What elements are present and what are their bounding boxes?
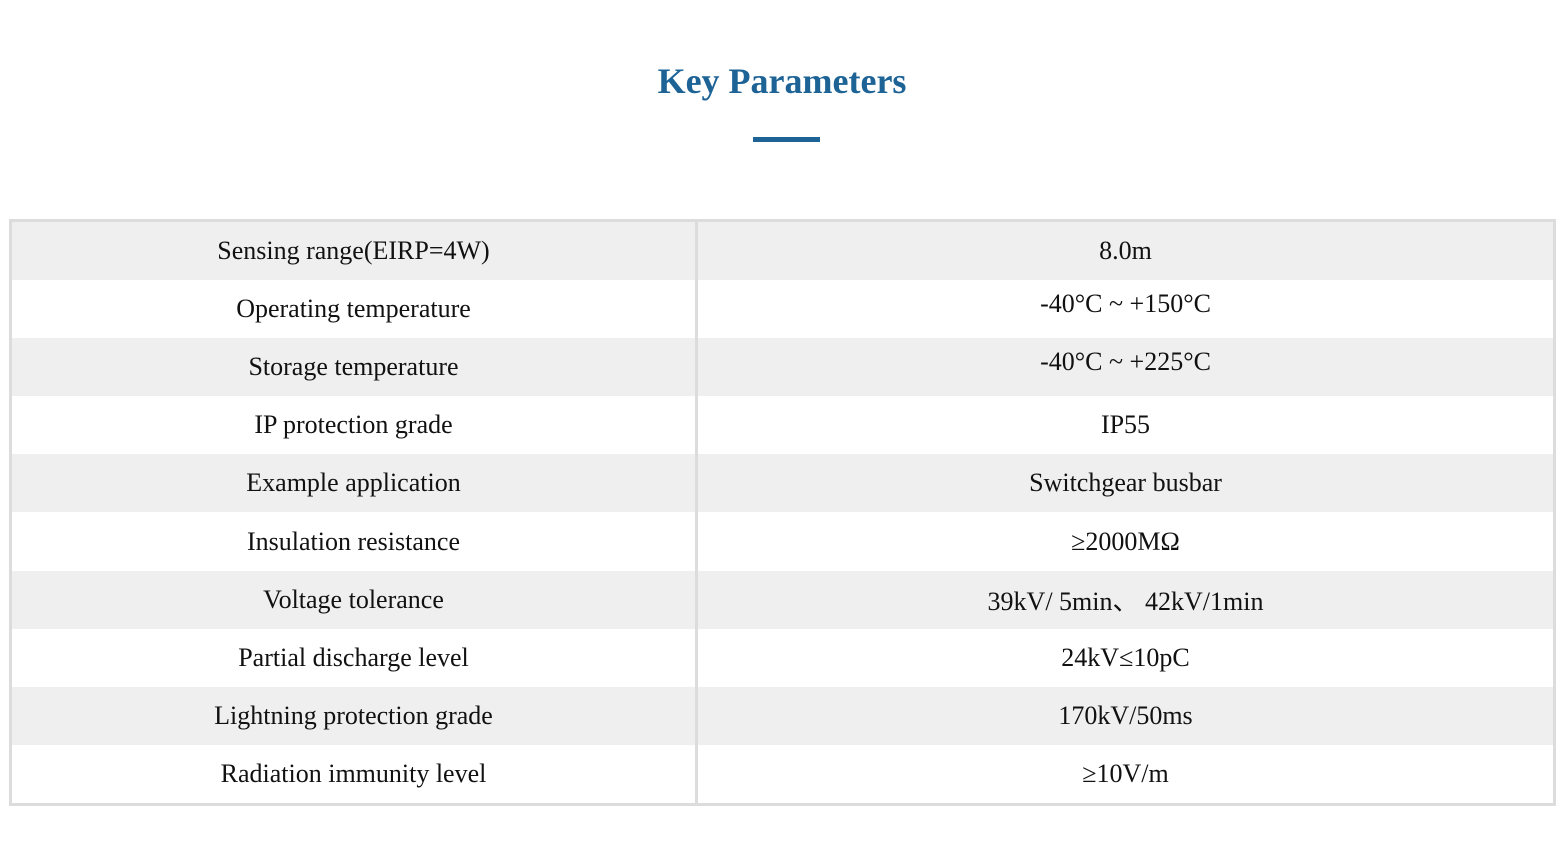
parameter-label: Voltage tolerance (10, 570, 698, 629)
parameter-value: ≥2000ΜΩ (696, 512, 1555, 571)
title-underline (753, 137, 820, 142)
parameter-label: Partial discharge level (10, 628, 698, 687)
parameter-value: ≥10V/m (696, 744, 1555, 805)
page-title: Key Parameters (657, 61, 907, 101)
parameter-value: IP55 (696, 396, 1555, 455)
parameter-label: IP protection grade (10, 396, 698, 455)
table-row: Operating temperature -40°C ~ +150°C (10, 280, 1555, 339)
table-row: Insulation resistance ≥2000ΜΩ (10, 512, 1555, 571)
parameters-table: Sensing range(EIRP=4W) 8.0m Operating te… (9, 219, 1556, 806)
table-row: Storage temperature -40°C ~ +225°C (10, 338, 1555, 397)
parameter-label: Example application (10, 454, 698, 513)
table-row: IP protection grade IP55 (10, 396, 1555, 455)
parameter-value: -40°C ~ +150°C (696, 280, 1555, 339)
table-row: Radiation immunity level ≥10V/m (10, 744, 1555, 805)
parameter-label: Lightning protection grade (10, 686, 698, 745)
table-row: Lightning protection grade 170kV/50ms (10, 686, 1555, 745)
parameter-value-text: -40°C ~ +150°C (1040, 289, 1211, 319)
parameter-value: 24kV≤10pC (696, 628, 1555, 687)
parameter-value-text: -40°C ~ +225°C (1040, 347, 1211, 377)
parameter-label: Radiation immunity level (10, 744, 698, 805)
table-row: Example application Switchgear busbar (10, 454, 1555, 513)
table-row: Sensing range(EIRP=4W) 8.0m (10, 220, 1555, 281)
parameter-value: Switchgear busbar (696, 454, 1555, 513)
parameter-value: 39kV/ 5min、 42kV/1min (696, 570, 1555, 629)
table-row: Partial discharge level 24kV≤10pC (10, 628, 1555, 687)
parameter-label: Insulation resistance (10, 512, 698, 571)
parameter-value: -40°C ~ +225°C (696, 338, 1555, 397)
table-row: Voltage tolerance 39kV/ 5min、 42kV/1min (10, 570, 1555, 629)
parameter-value: 8.0m (696, 220, 1555, 281)
parameter-label: Sensing range(EIRP=4W) (10, 220, 698, 281)
parameter-value: 170kV/50ms (696, 686, 1555, 745)
parameter-label: Operating temperature (10, 280, 698, 339)
parameter-label: Storage temperature (10, 338, 698, 397)
